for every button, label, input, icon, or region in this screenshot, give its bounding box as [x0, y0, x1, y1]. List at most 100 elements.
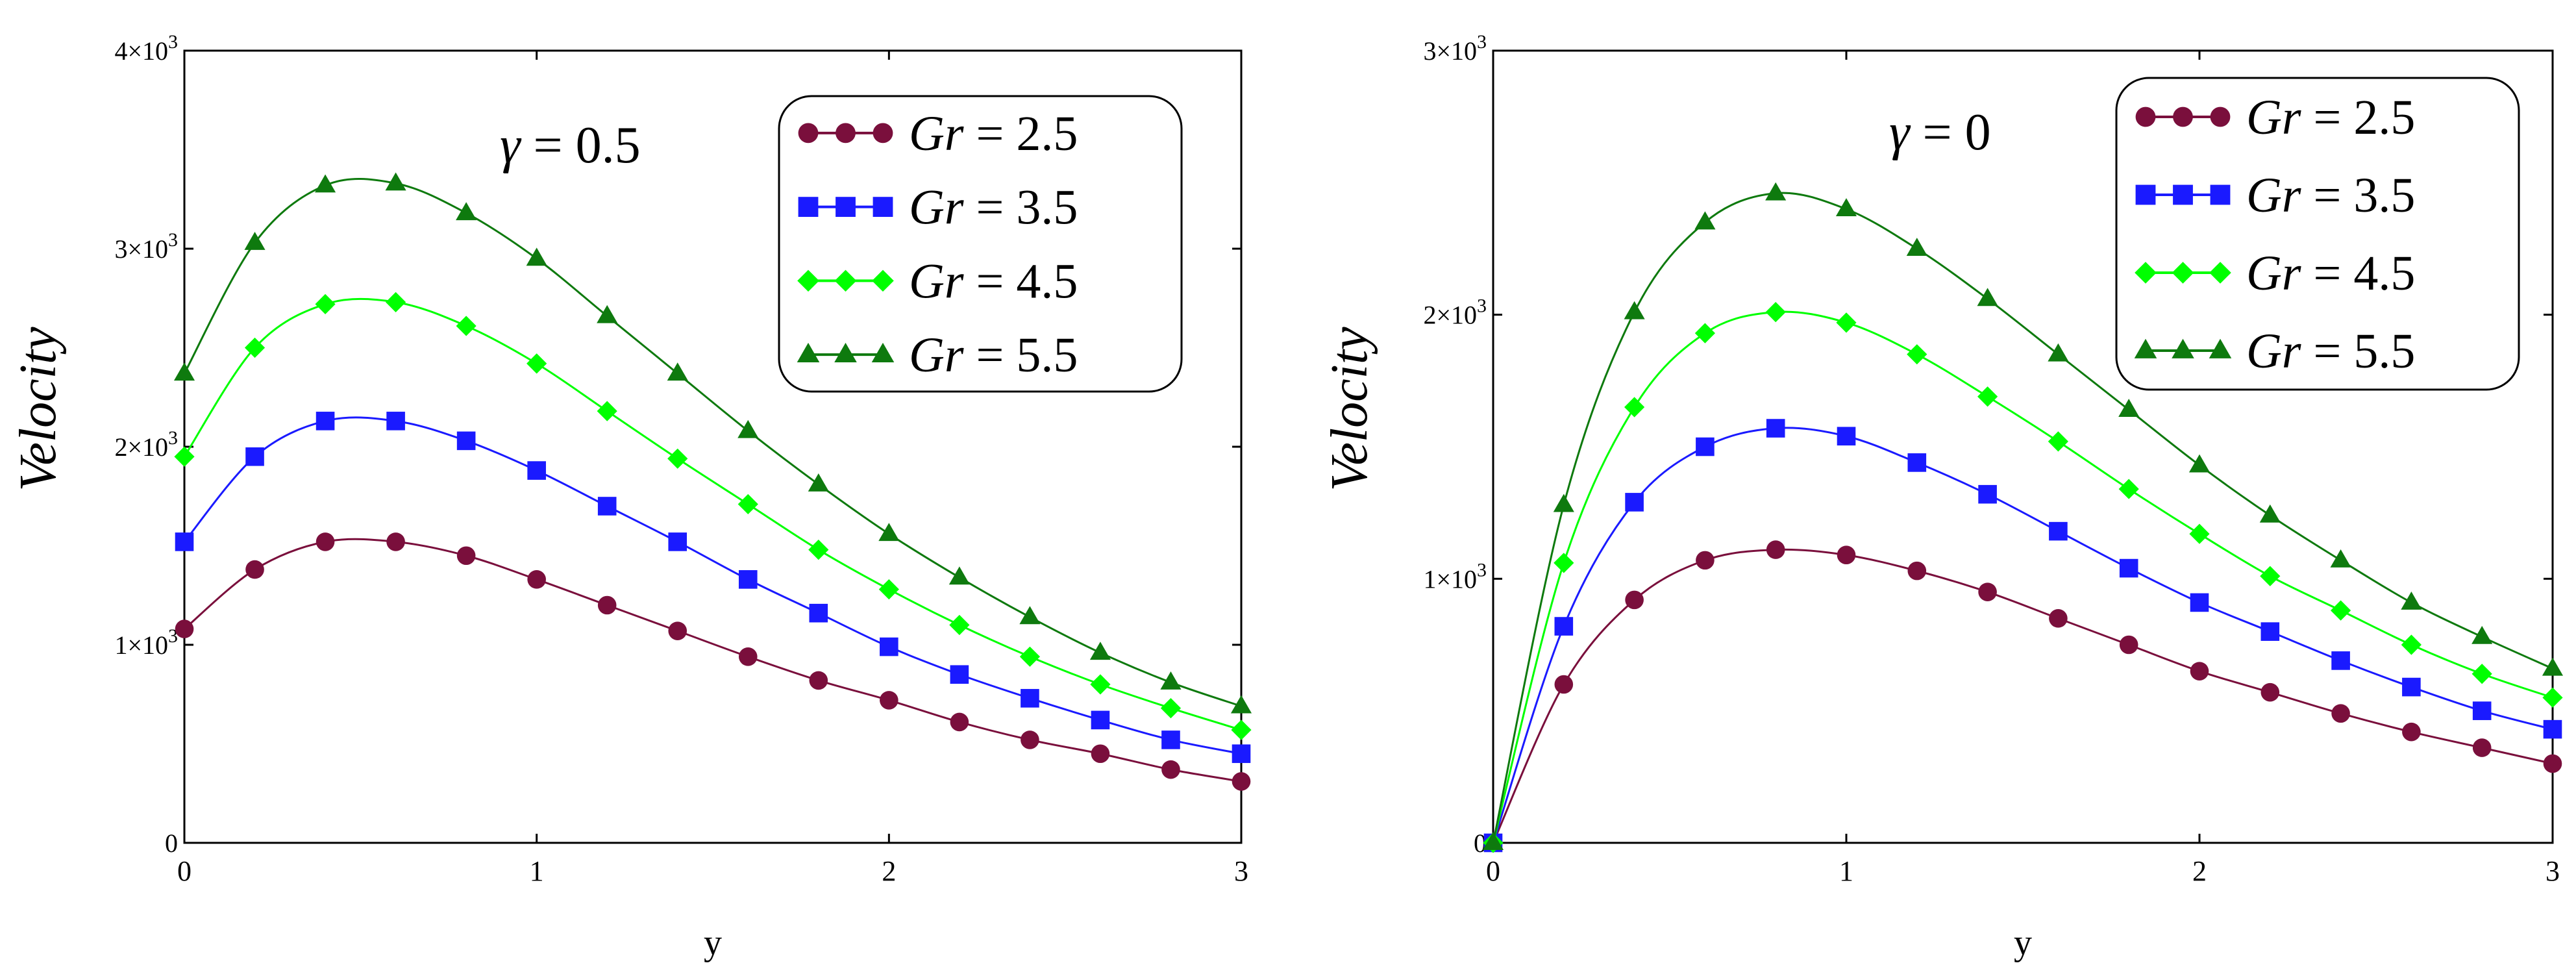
legend-label: Gr = 3.5 [2246, 168, 2415, 223]
legend-marker [798, 197, 819, 218]
data-point [385, 172, 406, 191]
data-point [1907, 561, 1927, 581]
data-point [878, 523, 900, 542]
series-line [1492, 192, 2553, 843]
data-point [2331, 600, 2351, 621]
data-point [1232, 744, 1251, 764]
data-point [808, 540, 829, 560]
legend: Gr = 2.5 Gr = 3.5 Gr = 4.5 Gr = 5.5 [778, 95, 1183, 393]
data-point [668, 532, 687, 551]
legend-marker [836, 123, 856, 144]
data-point [880, 691, 898, 710]
data-point [948, 566, 970, 585]
series-gr-5.5 [1482, 182, 2564, 850]
data-point [597, 401, 617, 421]
data-point [1231, 719, 1252, 740]
data-point [1694, 211, 1716, 230]
legend-marker [834, 342, 857, 362]
data-point [668, 621, 687, 640]
data-point [316, 412, 335, 431]
data-point [1624, 397, 1645, 418]
data-point [1624, 301, 1645, 319]
data-point [2188, 454, 2211, 473]
data-point [2401, 592, 2422, 610]
data-point [2542, 687, 2563, 708]
data-point [1765, 302, 1786, 323]
y-tick-label: 0 [1474, 829, 1487, 858]
legend-marker [2173, 106, 2193, 127]
data-point [1089, 642, 1111, 660]
data-point [2402, 722, 2421, 742]
data-point [1232, 772, 1251, 791]
data-point [1765, 182, 1787, 201]
series-gr-2.5 [1483, 540, 2562, 853]
legend-marker [2134, 338, 2157, 358]
data-point [456, 316, 477, 336]
series-gr-5.5 [173, 172, 1252, 714]
y-axis-label: Velocity [10, 327, 67, 492]
data-point [2119, 558, 2138, 578]
data-point [2472, 701, 2492, 720]
x-tick-label: 1 [1839, 855, 1853, 887]
data-point [1625, 493, 1644, 512]
legend-marker [873, 197, 893, 218]
data-point [2118, 399, 2140, 418]
data-point [808, 473, 829, 492]
data-point [2048, 343, 2069, 362]
y-tick-label: 3×103 [114, 229, 178, 264]
data-point [2260, 682, 2280, 702]
data-point [173, 362, 195, 381]
data-point [1977, 288, 1998, 306]
data-point [244, 231, 266, 250]
x-axis-label: y [2014, 923, 2032, 963]
data-point [526, 353, 547, 374]
data-point [738, 570, 758, 589]
data-point [1696, 437, 1715, 456]
data-point [2401, 634, 2421, 655]
chart-panel-2: 0 1 2 3 0 1×103 2×103 3×103 y Velocity γ = 0 Gr = 2… [1321, 31, 2564, 963]
data-point [315, 174, 336, 193]
legend-box [2115, 77, 2520, 391]
data-point [1906, 238, 1927, 256]
legend-marker [2173, 184, 2193, 205]
data-point [2118, 479, 2139, 499]
legend: Gr = 2.5 Gr = 3.5 Gr = 4.5 Gr = 5.5 [2115, 77, 2520, 391]
data-point [2190, 662, 2209, 681]
legend-label: Gr = 4.5 [2246, 246, 2415, 301]
data-point [245, 560, 264, 579]
y-tick-label: 1×103 [114, 625, 178, 660]
data-point [2190, 593, 2209, 612]
data-point [175, 532, 194, 551]
legend-label: Gr = 2.5 [909, 106, 1078, 161]
legend-marker [871, 342, 895, 362]
data-point [1553, 493, 1574, 512]
data-point [1907, 453, 1927, 472]
data-point [1161, 760, 1180, 779]
legend-marker [2135, 262, 2157, 284]
series-line [184, 538, 1242, 782]
x-tick-label: 3 [1234, 855, 1248, 887]
y-tick-label: 0 [165, 829, 178, 858]
data-point [2402, 677, 2421, 697]
data-point [2259, 504, 2281, 523]
data-point [1482, 832, 1504, 850]
data-point [316, 532, 335, 551]
data-point [456, 546, 476, 566]
data-point [1021, 730, 1039, 749]
x-tick-label: 3 [2545, 855, 2560, 887]
data-point [527, 461, 546, 480]
series-line [183, 177, 1242, 707]
legend-marker [872, 269, 894, 292]
series-line [183, 416, 1242, 755]
legend-marker [2135, 184, 2156, 205]
data-point [809, 603, 828, 623]
data-point [737, 493, 758, 515]
data-point [809, 671, 828, 690]
legend-marker [798, 123, 819, 144]
legend-marker [836, 197, 856, 218]
data-point [1837, 545, 1856, 565]
legend-label: Gr = 3.5 [909, 181, 1078, 235]
data-point [1837, 427, 1856, 446]
data-point [2119, 635, 2138, 655]
